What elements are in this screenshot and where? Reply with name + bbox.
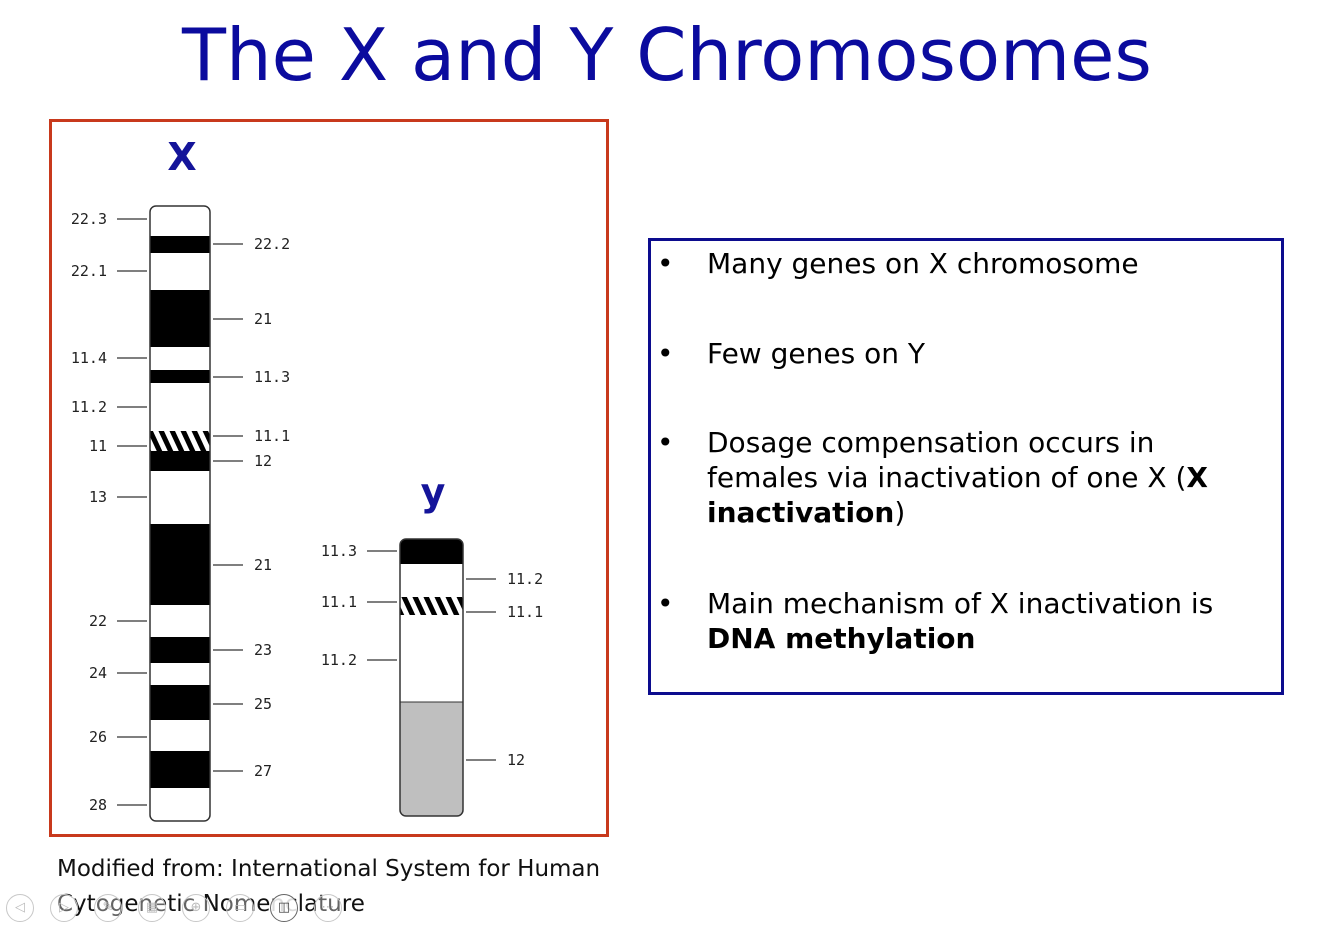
band-label: 11.4 (71, 349, 107, 367)
band-label: 12 (254, 452, 272, 470)
x-centromere (150, 431, 210, 451)
y-heterochromatin (400, 702, 463, 816)
next-icon[interactable]: ▷ (50, 894, 78, 922)
x-band (150, 290, 210, 347)
camera-icon[interactable]: ◫ (270, 894, 298, 922)
bullet-marker: • (657, 247, 674, 280)
prev-icon[interactable]: ◁ (6, 894, 34, 922)
x-band (150, 370, 210, 383)
band-label: 23 (254, 641, 272, 659)
fact-text: Few genes on Y (707, 337, 925, 370)
band-label: 28 (89, 796, 107, 814)
zoom-icon[interactable]: ⊕ (182, 894, 210, 922)
y-centromere (400, 597, 463, 615)
fact-text-bold: DNA methylation (707, 622, 976, 655)
y-chromosome-label: y (421, 470, 446, 514)
x-chromosome (150, 206, 210, 821)
bullet-marker: • (657, 426, 674, 459)
slideshow-toolbar: ◁ ▷ ✎ ▦ ⊕ ▭ ◫ ⋯ (4, 892, 364, 926)
fact-text-plain: ) (894, 496, 906, 529)
band-label: 22.2 (254, 235, 290, 253)
more-icon[interactable]: ⋯ (314, 894, 342, 922)
band-label: 25 (254, 695, 272, 713)
bullet-marker: • (657, 337, 674, 370)
band-label: 11 (89, 437, 107, 455)
band-label: 11.2 (321, 651, 357, 669)
y-band (400, 539, 463, 564)
fact-text: Main mechanism of X inactivation is DNA … (707, 586, 1267, 656)
band-label: 11.1 (507, 603, 543, 621)
x-band (150, 685, 210, 720)
fact-text-bold: X inactivation (707, 461, 1209, 529)
band-label: 13 (89, 488, 107, 506)
x-band (150, 524, 210, 605)
y-chromosome (400, 539, 463, 816)
band-label: 11.3 (321, 542, 357, 560)
x-chromosome-label: X (167, 135, 196, 179)
fact-text-plain: Main mechanism of X inactivation is (707, 587, 1214, 620)
band-label: 11.1 (254, 427, 290, 445)
bullet-marker: • (657, 587, 674, 620)
caption-line: Modified from: International System for … (57, 856, 601, 882)
band-label: 21 (254, 556, 272, 574)
band-label: 11.1 (321, 593, 357, 611)
band-label: 21 (254, 310, 272, 328)
slides-icon[interactable]: ▦ (138, 894, 166, 922)
band-label: 12 (507, 751, 525, 769)
slide-title: The X and Y Chromosomes (182, 13, 1152, 97)
band-label: 22.3 (71, 210, 107, 228)
band-label: 22 (89, 612, 107, 630)
chromosome-ideogram-panel: X y 22.3 22.1 11.4 11.2 11 13 22 24 26 28 22.2 21 11… (49, 119, 609, 837)
band-label: 27 (254, 762, 272, 780)
facts-box: • Many genes on X chromosome • Few genes… (648, 238, 1284, 695)
chromosome-ideogram: X y 22.3 22.1 11.4 11.2 11 13 22 24 26 28 22.2 21 11… (71, 135, 543, 822)
fact-text: Dosage compensation occurs in females vi… (707, 425, 1267, 530)
fact-text: Many genes on X chromosome (707, 247, 1139, 280)
x-band (150, 451, 210, 471)
band-label: 22.1 (71, 262, 107, 280)
band-label: 11.3 (254, 368, 290, 386)
pen-icon[interactable]: ✎ (94, 894, 122, 922)
x-band (150, 751, 210, 788)
x-band (150, 236, 210, 253)
x-band (150, 637, 210, 663)
band-label: 24 (89, 664, 107, 682)
band-label: 11.2 (71, 398, 107, 416)
band-label: 11.2 (507, 570, 543, 588)
fact-text-plain: Dosage compensation occurs in females vi… (707, 426, 1187, 494)
subtitles-icon[interactable]: ▭ (226, 894, 254, 922)
band-label: 26 (89, 728, 107, 746)
